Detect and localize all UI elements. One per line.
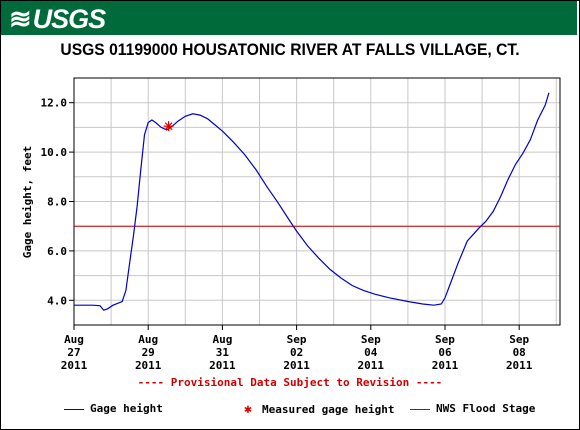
x-axis: Aug272011Aug292011Aug312011Sep022011Sep0… <box>61 325 533 372</box>
x-tick-label: 04 <box>364 346 378 359</box>
x-tick-label: 2011 <box>61 359 88 372</box>
x-tick-label: Aug <box>64 333 84 346</box>
x-tick-label: Aug <box>212 333 232 346</box>
legend-measured: ✱ Measured gage height <box>238 402 394 417</box>
legend-gage-height: Gage height <box>64 402 163 415</box>
usgs-logo[interactable]: ≋USGS <box>9 4 107 35</box>
usgs-banner: ≋USGS <box>1 1 577 35</box>
x-tick-label: Aug <box>138 333 158 346</box>
x-tick-label: Sep <box>287 333 307 346</box>
y-tick-label: 12.0 <box>41 97 68 110</box>
x-tick-label: Sep <box>361 333 381 346</box>
x-tick-label: 27 <box>67 346 80 359</box>
legend-gage-label: Gage height <box>90 402 163 415</box>
y-tick-label: 10.0 <box>41 146 68 159</box>
y-tick-label: 4.0 <box>47 294 67 307</box>
legend-line-swatch-red <box>410 408 430 410</box>
legend-flood-stage: NWS Flood Stage <box>410 402 535 415</box>
x-tick-label: Sep <box>435 333 455 346</box>
legend-measured-label: Measured gage height <box>262 403 395 416</box>
measured-point-star <box>163 121 174 132</box>
x-tick-label: 31 <box>216 346 230 359</box>
x-tick-label: 06 <box>438 346 452 359</box>
x-tick-label: 02 <box>290 346 303 359</box>
x-tick-label: 2011 <box>209 359 236 372</box>
usgs-wave-icon: ≋ <box>9 4 32 34</box>
chart-title: USGS 01199000 HOUSATONIC RIVER AT FALLS … <box>60 40 520 59</box>
x-tick-label: 08 <box>513 346 526 359</box>
y-tick-label: 6.0 <box>47 245 67 258</box>
x-tick-label: 2011 <box>506 359 533 372</box>
provisional-note: ---- Provisional Data Subject to Revisio… <box>137 376 443 389</box>
legend-line-swatch-blue <box>64 408 84 410</box>
chart-grid <box>74 78 560 325</box>
gage-height-series <box>74 92 550 311</box>
y-tick-label: 8.0 <box>47 196 67 209</box>
measured-points <box>163 121 174 132</box>
legend-flood-label: NWS Flood Stage <box>436 402 536 415</box>
x-tick-label: Sep <box>509 333 529 346</box>
x-tick-label: 2011 <box>135 359 162 372</box>
y-axis-label: Gage height, feet <box>21 146 34 259</box>
x-tick-label: 2011 <box>432 359 459 372</box>
x-tick-label: 2011 <box>358 359 385 372</box>
x-tick-label: 2011 <box>283 359 310 372</box>
y-axis: 4.0 6.0 8.0 10.0 12.0 <box>41 97 74 307</box>
x-tick-label: 29 <box>142 346 155 359</box>
usgs-logo-text: USGS <box>32 4 107 34</box>
star-icon: ✱ <box>244 402 252 417</box>
